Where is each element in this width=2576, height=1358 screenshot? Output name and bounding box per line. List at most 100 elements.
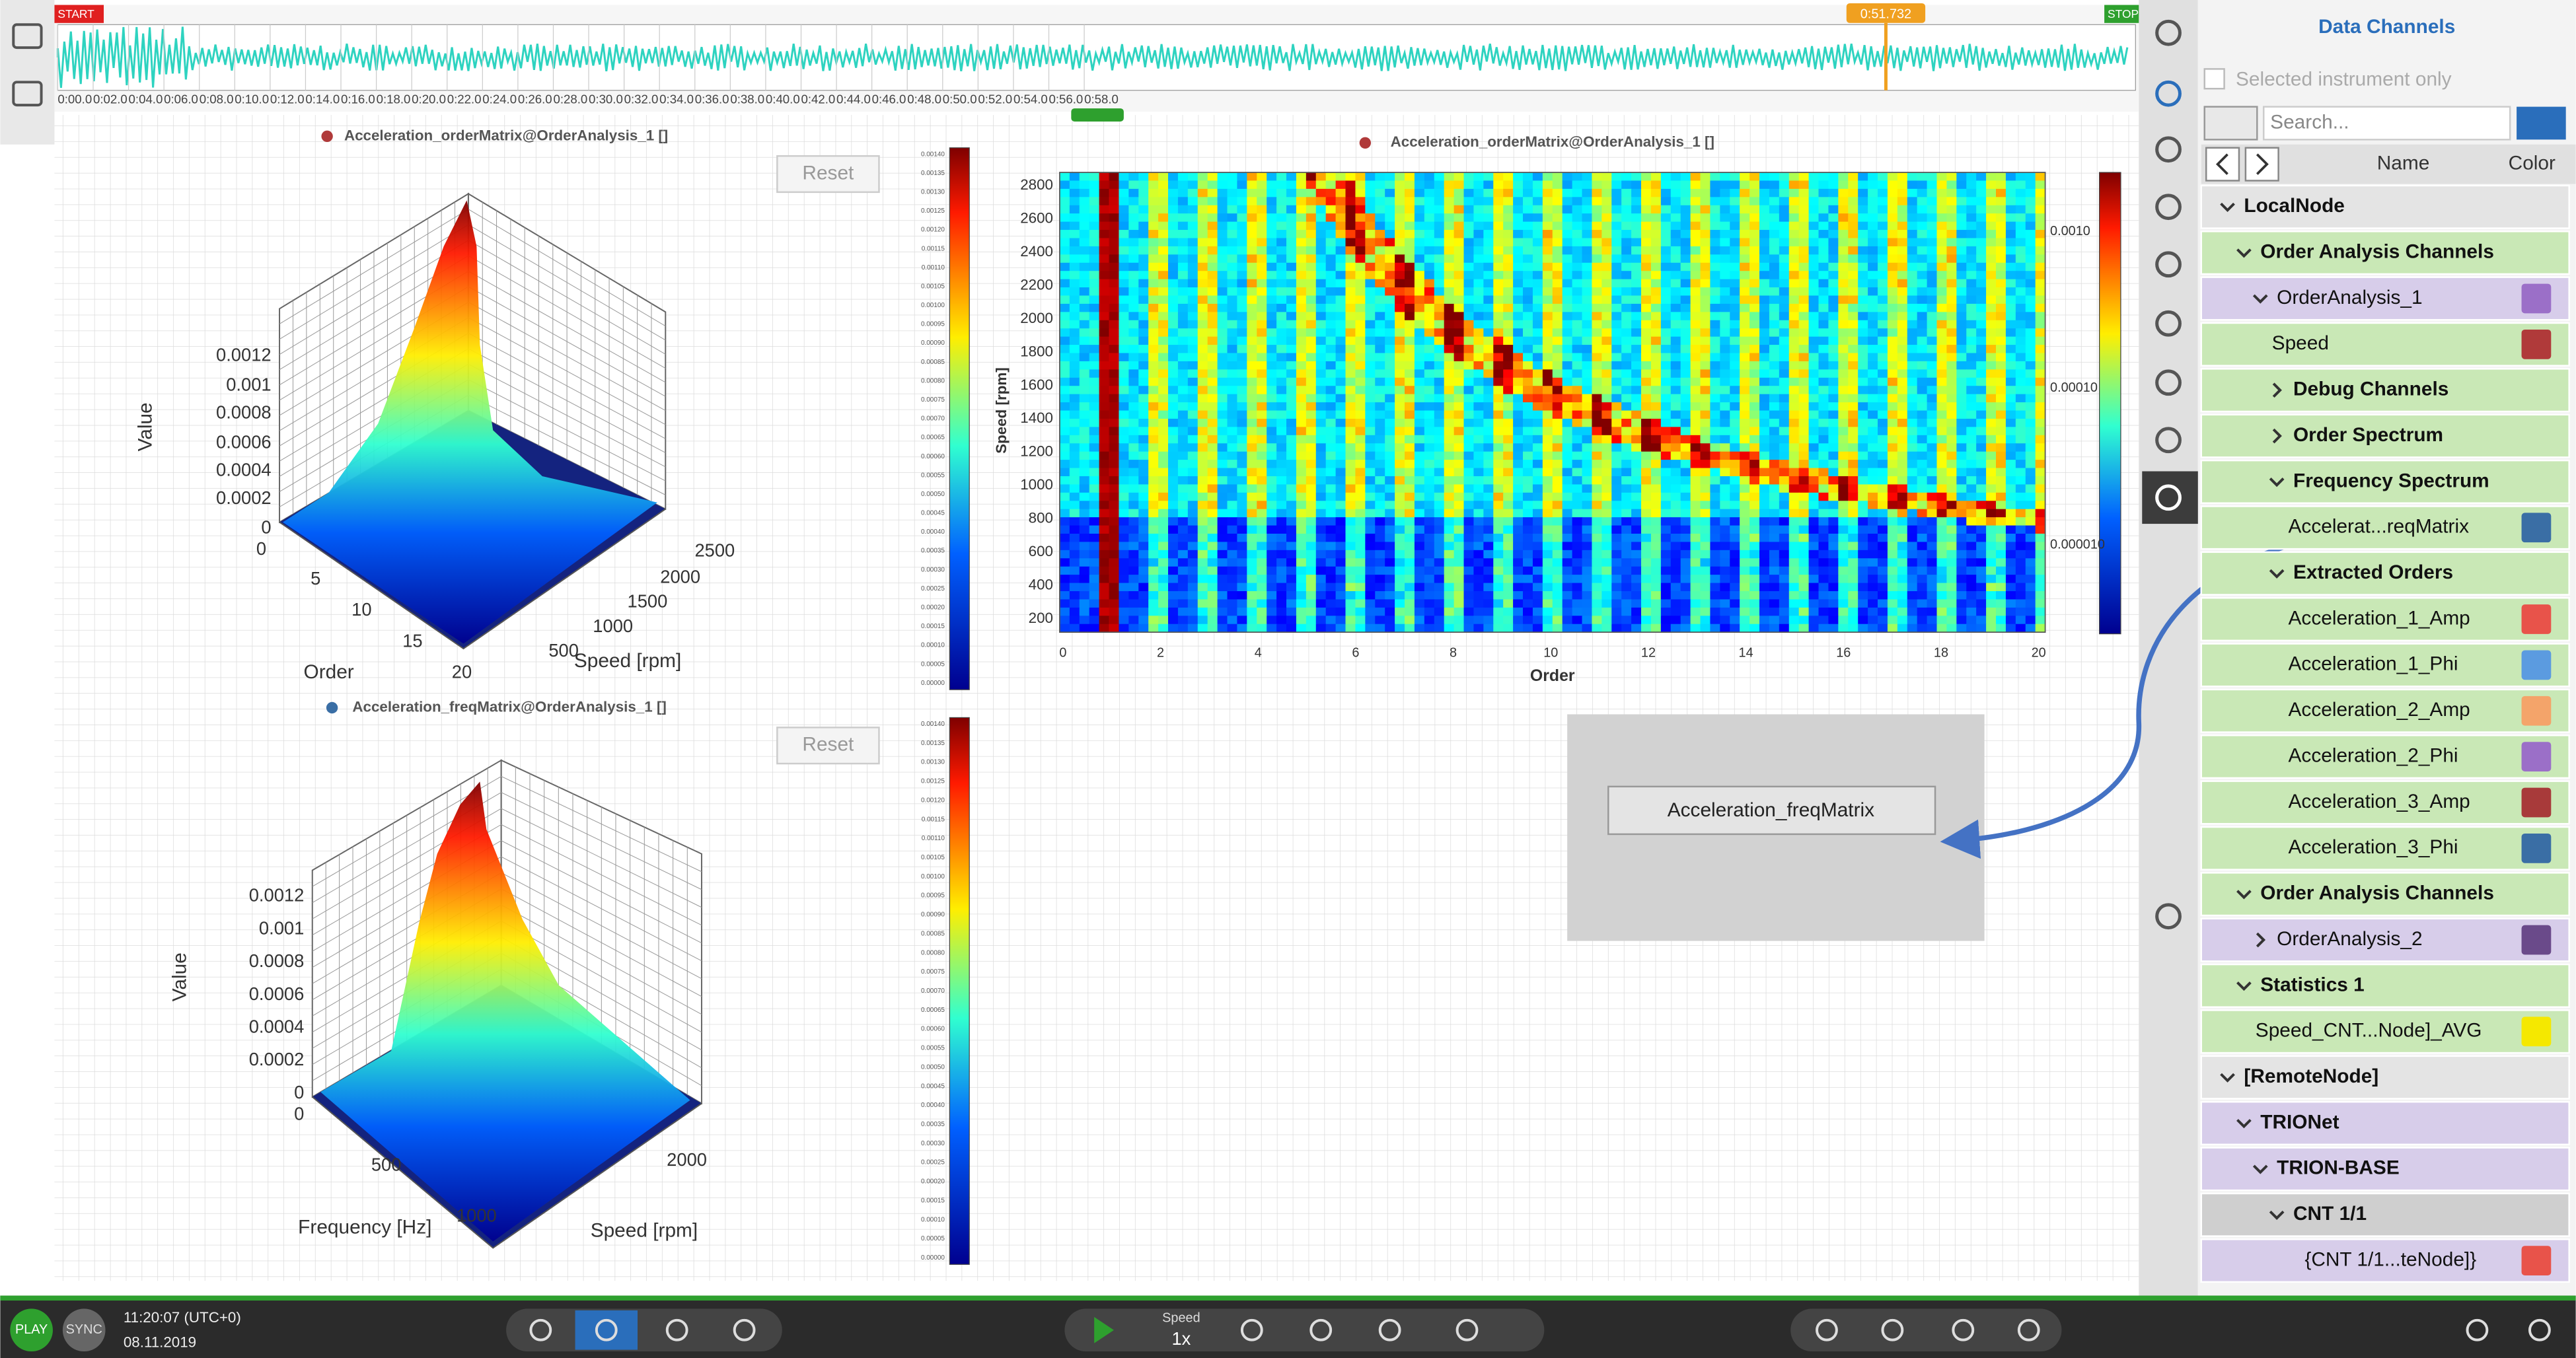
heatmap-cell	[1059, 336, 1070, 345]
heatmap-cell	[1158, 295, 1169, 304]
heatmap-cell	[1917, 246, 1928, 256]
heatmap-cell	[1749, 402, 1760, 411]
collapse-tab[interactable]	[1071, 108, 1124, 122]
heatmap-cell	[1670, 460, 1681, 469]
heatmap-cell	[1868, 205, 1878, 214]
heatmap-cell	[1138, 435, 1149, 444]
cursor-flag[interactable]	[1846, 3, 1926, 23]
heatmap-cell	[1109, 230, 1120, 239]
heatmap-cell	[1611, 386, 1622, 395]
heatmap-cell	[1680, 188, 1691, 198]
tool-icon[interactable]	[12, 23, 43, 50]
heatmap-cell	[1395, 336, 1405, 345]
heatmap-cell	[1276, 394, 1287, 403]
heatmap-cell	[1946, 328, 1958, 338]
heatmap-cell	[1670, 435, 1681, 444]
heatmap-cell	[1079, 320, 1090, 329]
heatmap-cell	[1808, 468, 1820, 477]
heatmap-cell	[1168, 303, 1179, 313]
heatmap-cell	[1148, 345, 1159, 354]
heatmap-cell	[1247, 542, 1258, 551]
heatmap-cell	[1720, 320, 1731, 329]
heatmap-cell	[1513, 238, 1524, 247]
heatmap-cell	[1463, 501, 1475, 510]
heatmap-cell	[1109, 295, 1120, 304]
heatmap-cell	[1818, 369, 1829, 378]
heatmap-cell	[1996, 320, 2006, 329]
heatmap-cell	[1503, 262, 1514, 271]
heatmap-cell	[1730, 262, 1740, 271]
heatmap-cell	[2035, 246, 2046, 256]
heatmap-cell	[1897, 377, 1908, 386]
heatmap-cell	[1177, 542, 1189, 551]
tool-icon[interactable]	[12, 81, 43, 107]
heatmap-cell	[1207, 246, 1218, 256]
heatmap-cell	[1690, 542, 1701, 551]
heatmap-cell	[1907, 271, 1918, 280]
heatmap-cell	[1828, 295, 1839, 304]
reset-button[interactable]	[776, 727, 880, 765]
heatmap-cell	[1582, 525, 1593, 534]
heatmap-cell	[1059, 246, 1070, 256]
heatmap-cell	[1227, 377, 1238, 386]
heatmap-cell	[1956, 262, 1968, 271]
heatmap-cell	[1710, 451, 1721, 460]
heatmap-cell	[1158, 509, 1169, 518]
heatmap-cell	[1592, 525, 1603, 534]
heatmap-cell	[1828, 221, 1839, 231]
heatmap-cell	[1493, 262, 1504, 271]
heatmap-cell	[1818, 262, 1829, 271]
heatmap-cell	[1690, 484, 1701, 493]
heatmap-cell	[1237, 435, 1248, 444]
heatmap-cell	[1927, 254, 1938, 264]
heatmap-cell	[1148, 295, 1159, 304]
heatmap-cell	[1759, 328, 1770, 338]
heatmap-cell	[1434, 303, 1445, 313]
heatmap-cell	[1552, 262, 1563, 271]
heatmap-cell	[1700, 271, 1711, 280]
heatmap-cell	[1444, 213, 1455, 223]
heatmap-cell	[1267, 336, 1277, 345]
reset-button[interactable]	[776, 155, 880, 194]
heatmap-cell	[1257, 369, 1267, 378]
heatmap-cell	[1385, 271, 1395, 280]
heatmap-cell	[1936, 205, 1948, 214]
heatmap-cell	[1552, 312, 1563, 321]
heatmap-cell	[1946, 246, 1958, 256]
heatmap-cell	[1454, 172, 1465, 182]
heatmap-cell	[1897, 484, 1908, 493]
heatmap-cell	[2035, 238, 2046, 247]
heatmap-cell	[1217, 509, 1228, 518]
heatmap-cell	[1463, 230, 1475, 239]
heatmap-cell	[1257, 402, 1267, 411]
heatmap-cell	[1818, 427, 1829, 436]
heatmap-cell	[1325, 238, 1337, 247]
heatmap-cell	[2035, 303, 2046, 313]
heatmap-cell	[1710, 246, 1721, 256]
heatmap-cell	[1897, 238, 1908, 247]
heatmap-cell	[1207, 402, 1218, 411]
heatmap-cell	[1069, 492, 1080, 502]
heatmap-cell	[1907, 312, 1918, 321]
heatmap-cell	[1887, 336, 1898, 345]
heatmap-cell	[1119, 361, 1130, 371]
heatmap-cell	[1217, 221, 1228, 231]
heatmap-cell	[1315, 312, 1327, 321]
heatmap-cell	[1217, 435, 1228, 444]
heatmap-cell	[1503, 361, 1514, 371]
heatmap-cell	[1592, 303, 1603, 313]
heatmap-cell	[1463, 418, 1475, 428]
heatmap-cell	[1217, 492, 1228, 502]
heatmap-cell	[1927, 484, 1938, 493]
heatmap-cell	[1887, 386, 1898, 395]
heatmap-cell	[1335, 427, 1346, 436]
heatmap-cell	[1444, 205, 1455, 214]
heatmap-cell	[1996, 410, 2006, 419]
heatmap-cell	[2025, 172, 2036, 182]
heatmap-cell	[1986, 320, 1997, 329]
heatmap-cell	[1917, 460, 1928, 469]
heatmap-cell	[1059, 443, 1070, 452]
heatmap-cell	[1828, 336, 1839, 345]
heatmap-cell	[1769, 386, 1780, 395]
heatmap-cell	[1424, 320, 1435, 329]
